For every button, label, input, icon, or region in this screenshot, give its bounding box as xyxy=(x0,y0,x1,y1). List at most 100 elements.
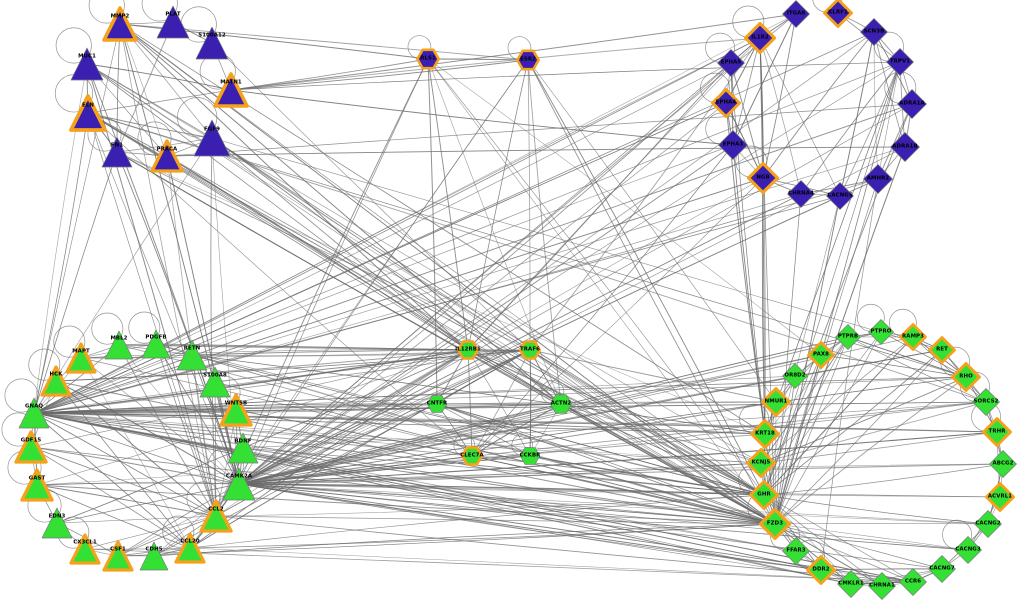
graph-node-epha3[interactable]: EPHA3 xyxy=(718,130,748,160)
graph-edge[interactable] xyxy=(529,349,765,496)
graph-edge[interactable] xyxy=(529,349,776,525)
graph-edge[interactable] xyxy=(847,336,987,403)
graph-edge[interactable] xyxy=(230,13,797,91)
self-loop-edge[interactable] xyxy=(53,325,86,358)
graph-node-trhr[interactable]: TRHR xyxy=(982,417,1012,447)
graph-edge[interactable] xyxy=(33,403,562,414)
graph-node-chrna4[interactable]: CHRNA4 xyxy=(787,180,815,208)
graph-node-traf6[interactable]: TRAF6 xyxy=(519,340,541,360)
graph-edge[interactable] xyxy=(55,380,776,525)
graph-edge[interactable] xyxy=(774,336,849,525)
graph-edge[interactable] xyxy=(436,403,765,496)
graph-node-chrna1[interactable]: CHRNA1 xyxy=(868,572,896,600)
graph-edge[interactable] xyxy=(191,349,531,357)
graph-edge[interactable] xyxy=(238,349,469,485)
graph-node-prkca[interactable]: PRKCA xyxy=(150,139,184,173)
graph-edge[interactable] xyxy=(211,137,469,351)
graph-edge[interactable] xyxy=(238,483,1001,498)
graph-edge[interactable] xyxy=(238,403,562,485)
graph-node-klrf1[interactable]: KLRF1 xyxy=(823,0,853,28)
graph-edge[interactable] xyxy=(33,63,88,414)
graph-edge[interactable] xyxy=(560,403,762,464)
graph-edge[interactable] xyxy=(33,412,852,585)
graph-edge[interactable] xyxy=(436,403,776,525)
graph-node-epha4[interactable]: EPHA4 xyxy=(711,88,741,118)
graph-edge[interactable] xyxy=(238,403,438,485)
graph-node-cacng5[interactable]: CACNG5 xyxy=(826,182,854,210)
graph-edge[interactable] xyxy=(30,446,191,549)
graph-edge[interactable] xyxy=(33,412,776,525)
graph-edge[interactable] xyxy=(116,151,766,435)
graph-edge[interactable] xyxy=(87,89,232,114)
graph-edge[interactable] xyxy=(527,59,776,525)
graph-node-eln[interactable]: ELN xyxy=(69,94,107,132)
graph-edge[interactable] xyxy=(33,412,822,571)
graph-edge[interactable] xyxy=(33,403,562,414)
graph-edge[interactable] xyxy=(214,349,531,383)
self-loop-edge[interactable] xyxy=(186,481,221,516)
self-loop-edge[interactable] xyxy=(28,348,61,381)
graph-edge[interactable] xyxy=(191,349,469,356)
graph-edge[interactable] xyxy=(242,447,765,496)
graph-node-cx3cl1[interactable]: CX3CL1 xyxy=(69,533,101,565)
self-loop-edge[interactable] xyxy=(55,27,92,64)
graph-edge[interactable] xyxy=(873,31,879,180)
graph-edge[interactable] xyxy=(86,63,762,464)
graph-edge[interactable] xyxy=(33,37,761,414)
graph-edge[interactable] xyxy=(467,349,765,496)
graph-edge[interactable] xyxy=(238,483,989,525)
graph-edge[interactable] xyxy=(774,195,841,525)
graph-edge[interactable] xyxy=(155,343,217,517)
graph-node-il12rb1[interactable]: IL12RB1 xyxy=(455,340,481,360)
graph-node-adra1b[interactable]: ADRA1B xyxy=(890,132,920,162)
graph-edge[interactable] xyxy=(774,523,943,570)
graph-edge[interactable] xyxy=(119,23,217,517)
graph-edge[interactable] xyxy=(763,331,882,496)
graph-edge[interactable] xyxy=(189,547,914,583)
graph-edge[interactable] xyxy=(55,380,191,549)
self-loop-edge[interactable] xyxy=(207,447,244,484)
graph-edge[interactable] xyxy=(33,412,766,435)
graph-edge[interactable] xyxy=(529,349,777,403)
self-loop-edge[interactable] xyxy=(1,412,36,447)
graph-edge[interactable] xyxy=(471,144,734,457)
graph-edge[interactable] xyxy=(427,58,822,356)
graph-edge[interactable] xyxy=(235,409,776,525)
graph-edge[interactable] xyxy=(529,349,765,496)
graph-node-plat[interactable]: PLAT xyxy=(156,5,190,39)
self-loop-edge[interactable] xyxy=(177,97,218,138)
self-loop-edge[interactable] xyxy=(141,0,178,22)
graph-edge[interactable] xyxy=(84,548,914,583)
graph-edge[interactable] xyxy=(763,463,1004,496)
graph-edge[interactable] xyxy=(116,151,531,351)
graph-node-sorcs2[interactable]: SORCS2 xyxy=(972,388,1000,416)
graph-edge[interactable] xyxy=(774,375,796,525)
graph-edge[interactable] xyxy=(33,195,841,414)
graph-edge[interactable] xyxy=(230,89,734,146)
graph-edge[interactable] xyxy=(238,462,762,485)
graph-edge[interactable] xyxy=(33,401,987,414)
graph-edge[interactable] xyxy=(238,349,943,485)
graph-edge[interactable] xyxy=(760,336,914,464)
graph-edge[interactable] xyxy=(166,103,913,157)
graph-edge[interactable] xyxy=(527,59,765,496)
self-loop-edge[interactable] xyxy=(87,117,122,152)
graph-node-ccr6[interactable]: CCR6 xyxy=(899,568,927,596)
graph-node-s100a12[interactable]: S100A12 xyxy=(195,26,229,60)
graph-edge[interactable] xyxy=(33,375,796,414)
graph-edge[interactable] xyxy=(30,446,776,525)
graph-edge[interactable] xyxy=(763,336,849,496)
graph-edge[interactable] xyxy=(763,195,841,496)
graph-edge[interactable] xyxy=(33,412,765,496)
graph-edge[interactable] xyxy=(839,31,875,197)
graph-node-ramp3[interactable]: RAMP3 xyxy=(899,323,927,351)
graph-node-cdh5[interactable]: CDH5 xyxy=(139,541,169,571)
graph-edge[interactable] xyxy=(30,349,469,448)
graph-edge[interactable] xyxy=(762,31,875,179)
graph-edge[interactable] xyxy=(33,146,906,414)
graph-edge[interactable] xyxy=(238,62,732,485)
graph-node-clec7a[interactable]: CLEC7A xyxy=(460,446,484,466)
graph-edge[interactable] xyxy=(119,23,765,496)
graph-edge[interactable] xyxy=(238,349,531,485)
graph-node-cacng7[interactable]: CACNG7 xyxy=(928,555,956,583)
